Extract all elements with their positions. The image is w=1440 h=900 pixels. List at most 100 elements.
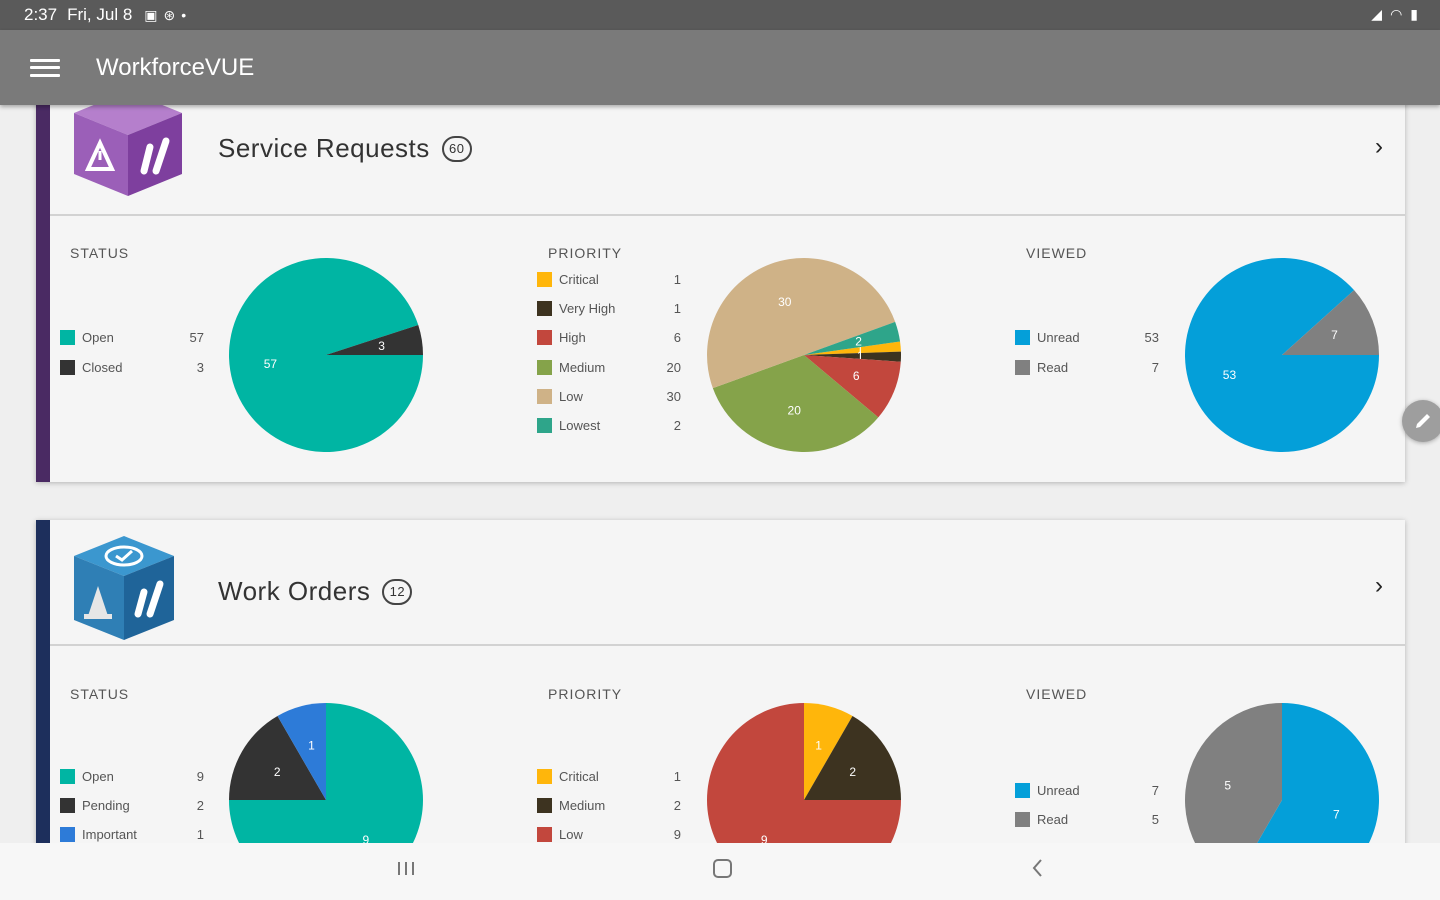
priority-label: PRIORITY [548, 245, 623, 261]
pie-slice-medium[interactable] [804, 715, 901, 800]
legend-value: 1 [196, 827, 204, 842]
pie-slice-important[interactable] [277, 703, 327, 800]
back-icon[interactable] [1018, 857, 1058, 887]
pie-data-label: 9 [362, 833, 369, 843]
pie-slice-open[interactable] [229, 703, 423, 843]
home-icon[interactable] [702, 857, 742, 887]
pie-slice-low[interactable] [707, 258, 896, 389]
pie-slice-read[interactable] [1282, 290, 1379, 355]
viewed-label: VIEWED [1026, 245, 1088, 261]
pie-slice-unread[interactable] [1234, 703, 1380, 843]
legend-row: Unread 7 [1015, 782, 1165, 800]
status-pie-chart[interactable]: 9 2 1 [226, 700, 426, 843]
service-requests-card: Service Requests 60 › STATUS Open 57 Clos… [36, 105, 1405, 482]
priority-pie-chart[interactable]: 11 6 20 30 2 [704, 255, 904, 455]
chevron-right-icon[interactable]: › [1375, 572, 1383, 599]
pie-data-label: 7 [1333, 808, 1340, 822]
pie-data-label: 20 [788, 403, 802, 417]
legend-row: Read 5 [1015, 811, 1165, 829]
pie-slice-high[interactable] [804, 355, 901, 418]
pie-slice-read[interactable] [1185, 703, 1282, 843]
legend-value: 20 [666, 360, 681, 375]
legend-value: 3 [196, 360, 204, 375]
pie-data-label: 1 [857, 349, 864, 363]
pie-data-label: 57 [264, 357, 278, 371]
status-right-icons: ◢ ◠ ▮ [1371, 6, 1418, 23]
status-pie-chart[interactable]: 57 3 [226, 255, 426, 455]
pie-data-label: 1 [308, 739, 315, 753]
legend-value: 2 [673, 418, 681, 433]
pie-slice-closed[interactable] [326, 325, 423, 355]
legend-value: 1 [673, 769, 681, 784]
legend-row: Lowest 2 [537, 417, 687, 435]
legend-swatch [537, 301, 552, 316]
legend-swatch [60, 798, 75, 813]
pie-slice-open[interactable] [228, 257, 423, 452]
legend-swatch [1015, 783, 1030, 798]
legend-swatch [537, 360, 552, 375]
gallery-icon: ▣ [144, 6, 158, 23]
pie-data-label: 1 [857, 343, 864, 357]
legend-value: 30 [666, 389, 681, 404]
legend-swatch [537, 272, 552, 287]
pie-slice-lowest[interactable] [804, 321, 901, 355]
legend-label: Unread [1037, 783, 1080, 798]
legend-swatch [537, 418, 552, 433]
work-orders-title: Work Orders 12 [218, 576, 413, 607]
pie-data-label: 53 [1223, 368, 1237, 382]
legend-row: Read 7 [1015, 359, 1165, 377]
legend-value: 53 [1144, 330, 1159, 345]
viewed-pie-chart[interactable]: 75 [1182, 700, 1382, 843]
pie-slice-medium[interactable] [712, 355, 879, 452]
legend-row: Very High 1 [537, 300, 687, 318]
legend-row: Open 9 [60, 768, 210, 786]
pie-slice-critical[interactable] [804, 341, 901, 355]
legend-label: Critical [559, 769, 599, 784]
work-orders-header[interactable]: Work Orders 12 › [50, 520, 1405, 646]
dashboard-content[interactable]: Service Requests 60 › STATUS Open 57 Clos… [0, 105, 1440, 843]
menu-icon[interactable] [30, 57, 60, 79]
pie-data-label: 30 [778, 295, 792, 309]
legend-value: 2 [196, 798, 204, 813]
legend-label: Read [1037, 360, 1069, 375]
legend-value: 1 [673, 301, 681, 316]
legend-value: 7 [1151, 783, 1159, 798]
edit-pencil-icon[interactable] [1402, 400, 1440, 442]
viewed-pie-chart[interactable]: 53 7 [1182, 255, 1382, 455]
legend-label: Important [82, 827, 137, 842]
pie-data-label: 5 [1224, 778, 1231, 792]
legend-row: High 6 [537, 329, 687, 347]
legend-value: 2 [673, 798, 681, 813]
recent-apps-icon[interactable] [386, 857, 426, 887]
pie-slice-pending[interactable] [229, 715, 326, 800]
status-bar: 2:37 Fri, Jul 8 ▣ ⊛ • ◢ ◠ ▮ [0, 0, 1440, 30]
priority-pie-chart[interactable]: 1 2 9 [704, 700, 904, 843]
service-requests-title: Service Requests 60 [218, 133, 472, 164]
legend-value: 9 [196, 769, 204, 784]
pie-slice-low[interactable] [707, 703, 901, 843]
legend-label: Open [82, 769, 114, 784]
legend-row: Critical 1 [537, 271, 687, 289]
work-orders-card: Work Orders 12 › STATUS Open 9 Pending 2 Im… [36, 520, 1405, 843]
legend-swatch [537, 827, 552, 842]
legend-label: Closed [82, 360, 123, 375]
legend-value: 7 [1151, 360, 1159, 375]
work-orders-logo [74, 536, 174, 640]
sync-icon: ⊛ [163, 6, 176, 23]
pie-data-label: 2 [849, 765, 856, 779]
legend-label: Low [559, 827, 583, 842]
count-badge: 12 [382, 579, 413, 605]
app-title: WorkforceVUE [96, 53, 255, 81]
pie-data-label: 6 [853, 369, 860, 383]
pie-slice-critical[interactable] [804, 703, 853, 800]
service-requests-header[interactable]: Service Requests 60 › [50, 105, 1405, 216]
legend-row: Medium 2 [537, 797, 687, 815]
pie-slice-very-high[interactable] [804, 351, 901, 362]
legend-value: 1 [673, 272, 681, 287]
pie-data-label: 9 [761, 833, 768, 843]
legend-swatch [537, 769, 552, 784]
legend-row: Open 57 [60, 329, 210, 347]
chevron-right-icon[interactable]: › [1375, 133, 1383, 160]
legend-row: Low 30 [537, 388, 687, 406]
pie-data-label: 3 [378, 339, 385, 353]
